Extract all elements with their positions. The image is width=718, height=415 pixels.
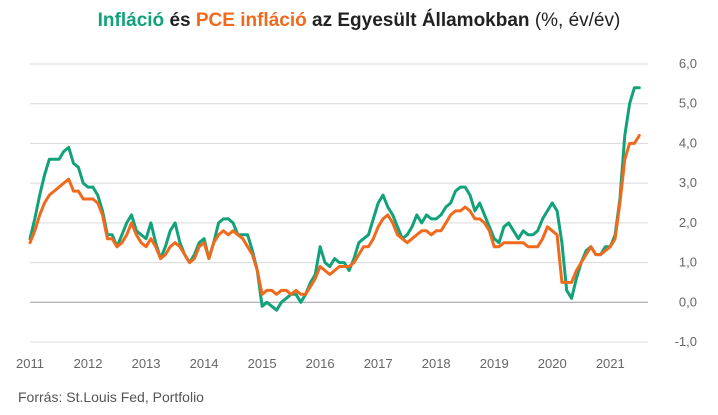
x-tick-label: 2013 xyxy=(132,356,161,371)
series-layer xyxy=(28,86,641,312)
grid-layer xyxy=(30,63,648,343)
x-tick-label: 2015 xyxy=(248,356,277,371)
x-axis: 2011 2012 2013 2014 2015 2016 2017 2018 2019 2020… xyxy=(16,356,625,371)
x-tick-label: 2016 xyxy=(306,356,335,371)
title-connector: és xyxy=(169,10,191,31)
series-line-pce-inflacio xyxy=(28,134,641,296)
title-series2-name: PCE infláció xyxy=(195,10,307,31)
y-tick-label: 4,0 xyxy=(679,135,697,150)
source-note: Forrás: St.Louis Fed, Portfolio xyxy=(18,389,204,405)
y-tick-label: 0,0 xyxy=(679,294,697,309)
x-tick-label: 2021 xyxy=(596,356,625,371)
y-tick-label: -1,0 xyxy=(675,334,697,349)
x-tick-label: 2014 xyxy=(190,356,219,371)
x-tick-label: 2019 xyxy=(480,356,509,371)
x-tick-label: 2017 xyxy=(364,356,393,371)
x-tick-label: 2012 xyxy=(74,356,103,371)
title-unit: (%, év/év) xyxy=(534,10,621,31)
title-series1-name: Infláció xyxy=(97,10,165,31)
x-tick-label: 2011 xyxy=(16,356,44,371)
y-tick-label: 2,0 xyxy=(679,215,697,230)
x-tick-label: 2018 xyxy=(422,356,451,371)
chart-title: Infláció és PCE infláció az Egyesült Áll… xyxy=(0,10,718,32)
y-axis: 6,0 5,0 4,0 3,0 2,0 1,0 0,0 -1,0 xyxy=(675,56,697,349)
x-tick-label: 2020 xyxy=(538,356,567,371)
y-tick-label: 5,0 xyxy=(679,96,697,111)
series-line-inflacio xyxy=(28,86,641,312)
y-tick-label: 3,0 xyxy=(679,175,697,190)
title-rest: az Egyesült Államokban xyxy=(312,10,530,31)
y-tick-label: 1,0 xyxy=(679,255,697,270)
y-tick-label: 6,0 xyxy=(679,56,697,71)
